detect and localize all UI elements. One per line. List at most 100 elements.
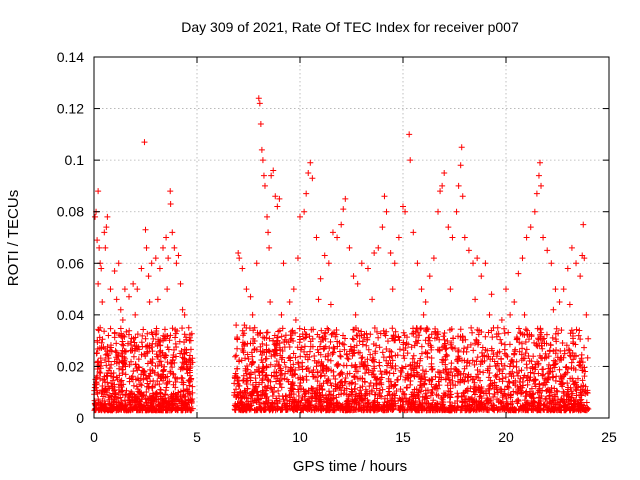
data-point: [429, 390, 436, 397]
data-point: [95, 396, 102, 403]
data-point: [422, 400, 429, 407]
data-point: [105, 332, 112, 339]
data-point: [164, 286, 171, 293]
data-point: [568, 388, 575, 395]
data-point: [448, 407, 455, 414]
data-point: [275, 361, 282, 368]
data-point: [389, 402, 396, 409]
data-point: [266, 335, 273, 342]
data-point: [243, 401, 250, 408]
data-point: [256, 100, 263, 107]
data-point: [282, 393, 289, 400]
data-point: [259, 340, 266, 347]
data-point: [471, 391, 478, 398]
data-point: [541, 401, 548, 408]
data-point: [172, 384, 179, 391]
data-point: [559, 380, 566, 387]
data-point: [325, 350, 332, 357]
data-point: [515, 270, 522, 277]
data-point: [479, 353, 486, 360]
data-point: [101, 407, 108, 414]
data-point: [102, 244, 109, 251]
data-point: [234, 402, 241, 409]
data-point: [482, 346, 489, 353]
data-point: [274, 350, 281, 357]
data-point: [249, 381, 256, 388]
data-point: [527, 374, 534, 381]
data-point: [169, 325, 176, 332]
data-point: [364, 265, 371, 272]
data-point: [185, 324, 192, 331]
data-point: [234, 345, 241, 352]
data-point: [135, 344, 142, 351]
data-point: [307, 338, 314, 345]
data-point: [98, 265, 105, 272]
data-point: [117, 306, 124, 313]
data-point: [580, 405, 587, 412]
data-point: [330, 368, 337, 375]
data-point: [439, 182, 446, 189]
data-point: [117, 332, 124, 339]
data-point: [558, 327, 565, 334]
data-point: [117, 394, 124, 401]
data-point: [442, 346, 449, 353]
data-point: [235, 249, 242, 256]
data-point: [552, 286, 559, 293]
data-point: [323, 365, 330, 372]
data-point: [535, 370, 542, 377]
data-point: [461, 345, 468, 352]
data-point: [380, 354, 387, 361]
data-point: [351, 403, 358, 410]
data-point: [535, 394, 542, 401]
data-point: [402, 208, 409, 215]
data-point: [282, 363, 289, 370]
data-point: [426, 377, 433, 384]
data-point: [258, 352, 265, 359]
data-point: [417, 382, 424, 389]
data-point: [514, 335, 521, 342]
data-point: [503, 286, 509, 293]
data-point: [399, 395, 406, 402]
data-point: [275, 404, 282, 411]
data-point: [299, 366, 306, 373]
data-point: [445, 369, 452, 376]
data-point: [471, 361, 478, 368]
data-point: [538, 182, 545, 189]
data-point: [515, 325, 522, 332]
data-point: [526, 336, 533, 343]
data-point: [327, 301, 334, 308]
data-point: [130, 368, 137, 375]
data-point: [570, 378, 577, 385]
data-point: [170, 371, 177, 378]
data-point: [526, 391, 533, 398]
data-point: [125, 331, 132, 338]
data-point: [383, 346, 390, 353]
data-point: [352, 363, 359, 370]
data-point: [522, 339, 529, 346]
data-point: [184, 365, 191, 372]
data-point: [249, 395, 256, 402]
data-point: [97, 355, 104, 362]
data-point: [292, 317, 299, 324]
data-point: [105, 358, 112, 365]
data-point: [441, 329, 448, 336]
data-point: [125, 393, 132, 400]
data-point: [516, 368, 523, 375]
data-point: [307, 159, 314, 166]
data-point: [493, 353, 500, 360]
data-point: [498, 340, 505, 347]
data-point: [387, 249, 394, 256]
data-point: [371, 249, 378, 256]
data-point: [273, 369, 280, 376]
data-point: [172, 334, 179, 341]
data-point: [440, 394, 447, 401]
x-tick-label: 10: [292, 429, 308, 445]
data-point: [546, 369, 553, 376]
data-point: [171, 400, 178, 407]
data-point: [424, 407, 431, 414]
data-point: [144, 380, 151, 387]
data-point: [551, 385, 558, 392]
y-tick-label: 0.04: [57, 307, 84, 323]
data-point: [404, 370, 411, 377]
data-point: [122, 355, 129, 362]
